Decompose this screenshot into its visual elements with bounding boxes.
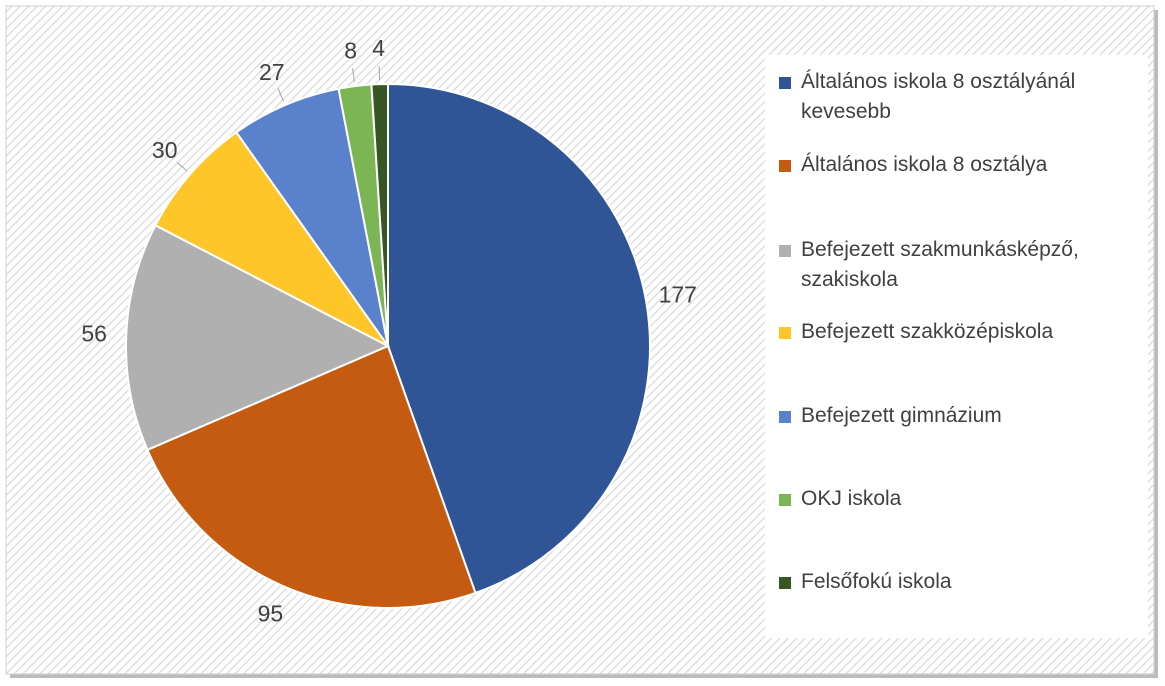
data-label: 27 [259, 59, 285, 85]
legend-item: Befejezett szakközépiskola [779, 317, 1161, 347]
leader-line [277, 88, 284, 102]
legend-item: Felsőfokú iskola [779, 567, 1161, 597]
legend-item: Befejezett gimnázium [779, 401, 1161, 431]
legend-swatch [779, 245, 791, 257]
legend-swatch [779, 411, 791, 423]
legend-label: Befejezett gimnázium [801, 404, 1002, 427]
legend-swatch [779, 327, 791, 339]
legend-swatch [779, 77, 791, 89]
legend-swatch [779, 577, 791, 589]
pie-slice [125, 223, 391, 452]
leader-line [176, 161, 188, 172]
legend-label: Felsőfokú iskola [801, 570, 952, 593]
legend: Általános iskola 8 osztályánál kevesebb Á… [765, 55, 1148, 638]
legend-label: Befejezett szakmunkásképző, szakiskola [801, 238, 1079, 291]
legend-item: Általános iskola 8 osztálya [779, 150, 1161, 180]
legend-label: OKJ iskola [801, 487, 902, 510]
data-label: 56 [81, 321, 107, 347]
legend-label: Általános iskola 8 osztálya [801, 153, 1048, 176]
legend-item: OKJ iskola [779, 484, 1161, 514]
legend-item: Általános iskola 8 osztályánál kevesebb [779, 67, 1161, 127]
pie-slice [154, 130, 389, 347]
pie-slice [387, 82, 651, 595]
legend-swatch [779, 160, 791, 172]
pie-slice [146, 344, 477, 609]
pie: 177 95 56 30 27 8 4 [81, 35, 697, 626]
legend-label: Általános iskola 8 osztályánál kevesebb [801, 70, 1076, 123]
data-label: 95 [258, 601, 284, 627]
data-label: 30 [152, 137, 178, 163]
legend-item: Befejezett szakmunkásképző, szakiskola [779, 235, 1161, 295]
legend-label: Befejezett szakközépiskola [801, 320, 1054, 343]
data-label: 8 [344, 37, 357, 63]
legend-swatch [779, 494, 791, 506]
data-label: 4 [372, 35, 385, 61]
pie-slice [370, 82, 389, 347]
data-label: 177 [659, 281, 697, 307]
leader-line [352, 68, 355, 83]
